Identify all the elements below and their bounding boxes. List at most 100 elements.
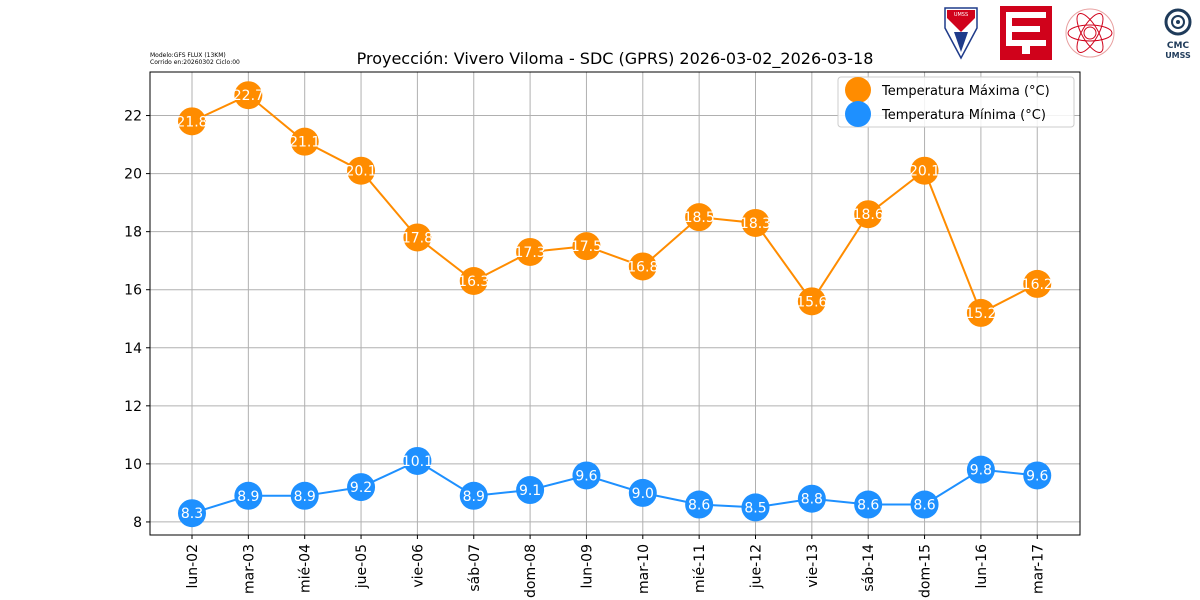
- legend-marker: [845, 101, 871, 127]
- data-point: [459, 481, 488, 510]
- x-tick-label: dom-08: [523, 544, 539, 598]
- data-point: [685, 203, 714, 232]
- data-point: [966, 455, 995, 484]
- umss-shield-logo: UMSS: [944, 7, 978, 60]
- data-label: 15.2: [965, 306, 996, 322]
- x-tick-label: jue-05: [354, 544, 370, 589]
- x-tick-label: mié-11: [692, 544, 708, 593]
- umss-shield-text: UMSS: [954, 12, 968, 18]
- data-label: 21.1: [289, 135, 320, 151]
- x-tick-label: mar-03: [241, 544, 257, 594]
- x-tick-label: mié-04: [298, 544, 314, 593]
- data-point: [966, 298, 995, 327]
- data-point: [1023, 461, 1052, 490]
- chart-title: Proyección: Vivero Viloma - SDC (GPRS) 2…: [357, 49, 874, 69]
- data-point: [234, 481, 263, 510]
- data-label: 8.3: [181, 506, 203, 522]
- x-tick-label: mar-17: [1030, 544, 1046, 594]
- data-label: 18.6: [853, 207, 884, 223]
- data-point: [797, 484, 826, 513]
- data-point: [572, 232, 601, 261]
- data-point: [741, 208, 770, 237]
- y-tick-label: 20: [124, 167, 142, 183]
- x-tick-label: jue-12: [749, 544, 765, 589]
- data-label: 15.6: [796, 294, 827, 310]
- data-point: [628, 252, 657, 281]
- data-point: [854, 200, 883, 229]
- data-label: 9.6: [575, 468, 597, 484]
- data-point: [234, 81, 263, 110]
- data-label: 9.1: [519, 483, 541, 499]
- data-point: [403, 446, 432, 475]
- data-point: [290, 481, 319, 510]
- data-label: 22.7: [233, 88, 264, 104]
- legend-box: [837, 76, 1075, 128]
- data-label: 21.8: [176, 114, 207, 130]
- series-line: [191, 94, 1038, 315]
- cmc-umss-text: UMSS: [1165, 51, 1191, 60]
- legend-label: Temperatura Mínima (°C): [881, 108, 1046, 123]
- x-tick-label: lun-16: [974, 544, 990, 589]
- faculty-red-logo: [1000, 6, 1052, 60]
- data-point: [403, 223, 432, 252]
- data-label: 10.1: [402, 454, 433, 470]
- data-point: [290, 127, 319, 156]
- x-tick-label: lun-02: [185, 544, 201, 589]
- data-point: [178, 107, 206, 136]
- data-point: [347, 156, 376, 185]
- data-label: 8.8: [801, 492, 823, 508]
- data-point: [854, 490, 883, 519]
- series-max: 21.8 22.7 21.1 20.1 17.8 16.3 17.3 17.5 16.8 18.5…: [176, 81, 1053, 327]
- model-line-2: Corrido en:20260302 Ciclo:00: [150, 59, 240, 66]
- x-tick-label: vie-13: [805, 544, 821, 588]
- data-label: 18.3: [740, 216, 771, 232]
- data-point: [910, 156, 939, 185]
- data-label: 8.9: [463, 489, 485, 505]
- y-tick-label: 18: [124, 225, 142, 241]
- plot-frame: [149, 71, 1081, 536]
- data-point: [1023, 269, 1052, 298]
- x-tick-label: sáb-14: [861, 544, 877, 592]
- data-label: 8.6: [857, 498, 879, 514]
- legend-marker: [845, 77, 871, 103]
- legend-label: Temperatura Máxima (°C): [881, 84, 1050, 99]
- series-min: 8.3 8.9 8.9 9.2 10.1 8.9 9.1 9.6 9.0 8.6 8.5 8.8 8.6…: [178, 446, 1052, 528]
- data-label: 9.6: [1026, 468, 1048, 484]
- data-label: 16.8: [627, 259, 658, 275]
- data-label: 17.3: [515, 245, 546, 261]
- data-point: [178, 499, 206, 528]
- y-tick-label: 14: [124, 341, 142, 357]
- y-tick-label: 12: [124, 399, 142, 415]
- data-point: [628, 478, 657, 507]
- y-tick-label: 16: [124, 283, 142, 299]
- data-point: [516, 476, 545, 505]
- logos-strip: UMSS CMC UMSS: [944, 6, 1192, 60]
- data-label: 9.2: [350, 480, 372, 496]
- series-line: [191, 459, 1038, 515]
- data-point: [910, 490, 939, 519]
- x-tick-label: dom-15: [918, 544, 934, 598]
- data-label: 9.0: [632, 486, 654, 502]
- data-label: 8.6: [913, 498, 935, 514]
- data-label: 8.9: [237, 489, 259, 505]
- data-label: 17.8: [402, 230, 433, 246]
- data-label: 9.8: [970, 463, 992, 479]
- y-tick-label: 8: [133, 515, 142, 531]
- cmc-text: CMC: [1167, 41, 1190, 51]
- data-point: [685, 490, 714, 519]
- data-label: 18.5: [684, 210, 715, 226]
- data-label: 17.5: [571, 239, 602, 255]
- data-label: 8.5: [744, 500, 766, 516]
- y-tick-label: 10: [124, 457, 142, 473]
- x-tick-label: lun-09: [579, 544, 595, 589]
- institute-emblem-logo: [1065, 8, 1115, 58]
- data-point: [741, 493, 770, 522]
- data-point: [347, 473, 376, 502]
- data-label: 20.1: [909, 164, 940, 180]
- x-tick-label: vie-06: [410, 544, 426, 588]
- data-label: 20.1: [345, 164, 376, 180]
- data-point: [572, 461, 601, 490]
- data-label: 16.2: [1022, 277, 1053, 293]
- x-tick-label: mar-10: [636, 544, 652, 594]
